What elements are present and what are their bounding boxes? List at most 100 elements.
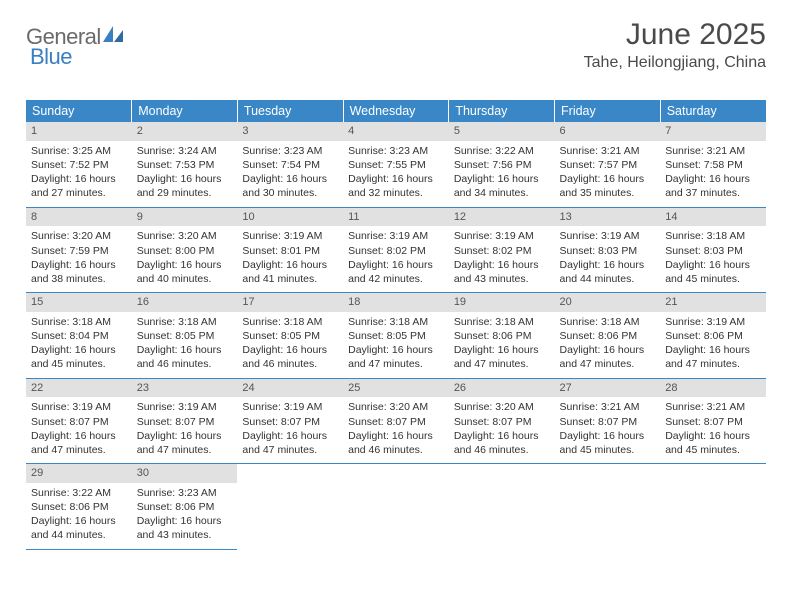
calendar-cell: 24Sunrise: 3:19 AMSunset: 8:07 PMDayligh…	[237, 378, 343, 464]
weekday-header: Monday	[132, 100, 238, 122]
calendar-cell: 9Sunrise: 3:20 AMSunset: 8:00 PMDaylight…	[132, 207, 238, 293]
sunrise-line: Sunrise: 3:20 AM	[348, 400, 444, 414]
sunrise-line: Sunrise: 3:21 AM	[560, 144, 656, 158]
daylight-line: Daylight: 16 hours and 43 minutes.	[454, 258, 550, 286]
day-number: 7	[660, 122, 766, 141]
daylight-line: Daylight: 16 hours and 46 minutes.	[454, 429, 550, 457]
day-number: 15	[26, 293, 132, 312]
sunrise-line: Sunrise: 3:21 AM	[560, 400, 656, 414]
sunset-line: Sunset: 8:03 PM	[560, 244, 656, 258]
page-title: June 2025	[584, 18, 766, 52]
day-number: 20	[555, 293, 661, 312]
day-body: Sunrise: 3:22 AMSunset: 8:06 PMDaylight:…	[26, 483, 132, 549]
calendar-cell: ..	[555, 464, 661, 550]
calendar-cell: 21Sunrise: 3:19 AMSunset: 8:06 PMDayligh…	[660, 293, 766, 379]
day-number: 27	[555, 379, 661, 398]
day-number: 17	[237, 293, 343, 312]
sunset-line: Sunset: 8:07 PM	[242, 415, 338, 429]
sunset-line: Sunset: 7:52 PM	[31, 158, 127, 172]
day-body: Sunrise: 3:18 AMSunset: 8:04 PMDaylight:…	[26, 312, 132, 378]
day-body: Sunrise: 3:19 AMSunset: 8:03 PMDaylight:…	[555, 226, 661, 292]
sunrise-line: Sunrise: 3:23 AM	[242, 144, 338, 158]
day-body: Sunrise: 3:23 AMSunset: 7:55 PMDaylight:…	[343, 141, 449, 207]
sunset-line: Sunset: 8:06 PM	[137, 500, 233, 514]
calendar-cell: 3Sunrise: 3:23 AMSunset: 7:54 PMDaylight…	[237, 122, 343, 207]
sunrise-line: Sunrise: 3:19 AM	[137, 400, 233, 414]
sunset-line: Sunset: 8:01 PM	[242, 244, 338, 258]
sunrise-line: Sunrise: 3:23 AM	[348, 144, 444, 158]
calendar-cell: 14Sunrise: 3:18 AMSunset: 8:03 PMDayligh…	[660, 207, 766, 293]
day-number: 6	[555, 122, 661, 141]
day-number: 29	[26, 464, 132, 483]
daylight-line: Daylight: 16 hours and 46 minutes.	[242, 343, 338, 371]
daylight-line: Daylight: 16 hours and 30 minutes.	[242, 172, 338, 200]
calendar-row: 29Sunrise: 3:22 AMSunset: 8:06 PMDayligh…	[26, 464, 766, 550]
weekday-header: Sunday	[26, 100, 132, 122]
day-number: 9	[132, 208, 238, 227]
sunrise-line: Sunrise: 3:18 AM	[454, 315, 550, 329]
day-body: Sunrise: 3:18 AMSunset: 8:05 PMDaylight:…	[237, 312, 343, 378]
daylight-line: Daylight: 16 hours and 42 minutes.	[348, 258, 444, 286]
sunrise-line: Sunrise: 3:23 AM	[137, 486, 233, 500]
sunrise-line: Sunrise: 3:19 AM	[560, 229, 656, 243]
sunset-line: Sunset: 8:06 PM	[31, 500, 127, 514]
daylight-line: Daylight: 16 hours and 47 minutes.	[242, 429, 338, 457]
sunrise-line: Sunrise: 3:18 AM	[665, 229, 761, 243]
day-body: Sunrise: 3:18 AMSunset: 8:05 PMDaylight:…	[132, 312, 238, 378]
sunrise-line: Sunrise: 3:19 AM	[665, 315, 761, 329]
calendar-cell: ..	[660, 464, 766, 550]
sunset-line: Sunset: 8:06 PM	[454, 329, 550, 343]
sunset-line: Sunset: 8:07 PM	[665, 415, 761, 429]
header: General June 2025 Tahe, Heilongjiang, Ch…	[26, 18, 766, 72]
day-body: Sunrise: 3:21 AMSunset: 8:07 PMDaylight:…	[555, 397, 661, 463]
day-body: Sunrise: 3:19 AMSunset: 8:06 PMDaylight:…	[660, 312, 766, 378]
calendar-cell: ..	[343, 464, 449, 550]
sunrise-line: Sunrise: 3:19 AM	[348, 229, 444, 243]
sunrise-line: Sunrise: 3:20 AM	[454, 400, 550, 414]
sunset-line: Sunset: 8:07 PM	[348, 415, 444, 429]
day-body: Sunrise: 3:19 AMSunset: 8:07 PMDaylight:…	[132, 397, 238, 463]
calendar-row: 8Sunrise: 3:20 AMSunset: 7:59 PMDaylight…	[26, 207, 766, 293]
calendar-row: 1Sunrise: 3:25 AMSunset: 7:52 PMDaylight…	[26, 122, 766, 207]
day-number: 26	[449, 379, 555, 398]
day-body: Sunrise: 3:18 AMSunset: 8:05 PMDaylight:…	[343, 312, 449, 378]
weekday-header: Friday	[555, 100, 661, 122]
daylight-line: Daylight: 16 hours and 44 minutes.	[31, 514, 127, 542]
calendar-row: 15Sunrise: 3:18 AMSunset: 8:04 PMDayligh…	[26, 293, 766, 379]
day-number: 16	[132, 293, 238, 312]
day-body: Sunrise: 3:19 AMSunset: 8:01 PMDaylight:…	[237, 226, 343, 292]
calendar-cell: 28Sunrise: 3:21 AMSunset: 8:07 PMDayligh…	[660, 378, 766, 464]
day-number: 19	[449, 293, 555, 312]
sunset-line: Sunset: 8:07 PM	[31, 415, 127, 429]
sunrise-line: Sunrise: 3:18 AM	[31, 315, 127, 329]
daylight-line: Daylight: 16 hours and 47 minutes.	[560, 343, 656, 371]
calendar-table: Sunday Monday Tuesday Wednesday Thursday…	[26, 100, 766, 550]
sunset-line: Sunset: 8:04 PM	[31, 329, 127, 343]
calendar-cell: 2Sunrise: 3:24 AMSunset: 7:53 PMDaylight…	[132, 122, 238, 207]
sunset-line: Sunset: 7:57 PM	[560, 158, 656, 172]
day-body: Sunrise: 3:19 AMSunset: 8:07 PMDaylight:…	[26, 397, 132, 463]
sunset-line: Sunset: 8:07 PM	[137, 415, 233, 429]
day-number: 5	[449, 122, 555, 141]
daylight-line: Daylight: 16 hours and 47 minutes.	[348, 343, 444, 371]
day-body: Sunrise: 3:20 AMSunset: 8:00 PMDaylight:…	[132, 226, 238, 292]
calendar-cell: 7Sunrise: 3:21 AMSunset: 7:58 PMDaylight…	[660, 122, 766, 207]
weekday-header: Saturday	[660, 100, 766, 122]
calendar-cell: ..	[237, 464, 343, 550]
sunset-line: Sunset: 8:05 PM	[137, 329, 233, 343]
calendar-cell: 23Sunrise: 3:19 AMSunset: 8:07 PMDayligh…	[132, 378, 238, 464]
calendar-cell: 19Sunrise: 3:18 AMSunset: 8:06 PMDayligh…	[449, 293, 555, 379]
daylight-line: Daylight: 16 hours and 27 minutes.	[31, 172, 127, 200]
sunset-line: Sunset: 7:59 PM	[31, 244, 127, 258]
calendar-cell: 17Sunrise: 3:18 AMSunset: 8:05 PMDayligh…	[237, 293, 343, 379]
calendar-cell: 27Sunrise: 3:21 AMSunset: 8:07 PMDayligh…	[555, 378, 661, 464]
daylight-line: Daylight: 16 hours and 46 minutes.	[348, 429, 444, 457]
sunrise-line: Sunrise: 3:18 AM	[137, 315, 233, 329]
sunrise-line: Sunrise: 3:18 AM	[348, 315, 444, 329]
day-number: 24	[237, 379, 343, 398]
day-number: 1	[26, 122, 132, 141]
daylight-line: Daylight: 16 hours and 47 minutes.	[31, 429, 127, 457]
day-number: 11	[343, 208, 449, 227]
logo-text-blue: Blue	[30, 44, 72, 69]
sunset-line: Sunset: 7:54 PM	[242, 158, 338, 172]
